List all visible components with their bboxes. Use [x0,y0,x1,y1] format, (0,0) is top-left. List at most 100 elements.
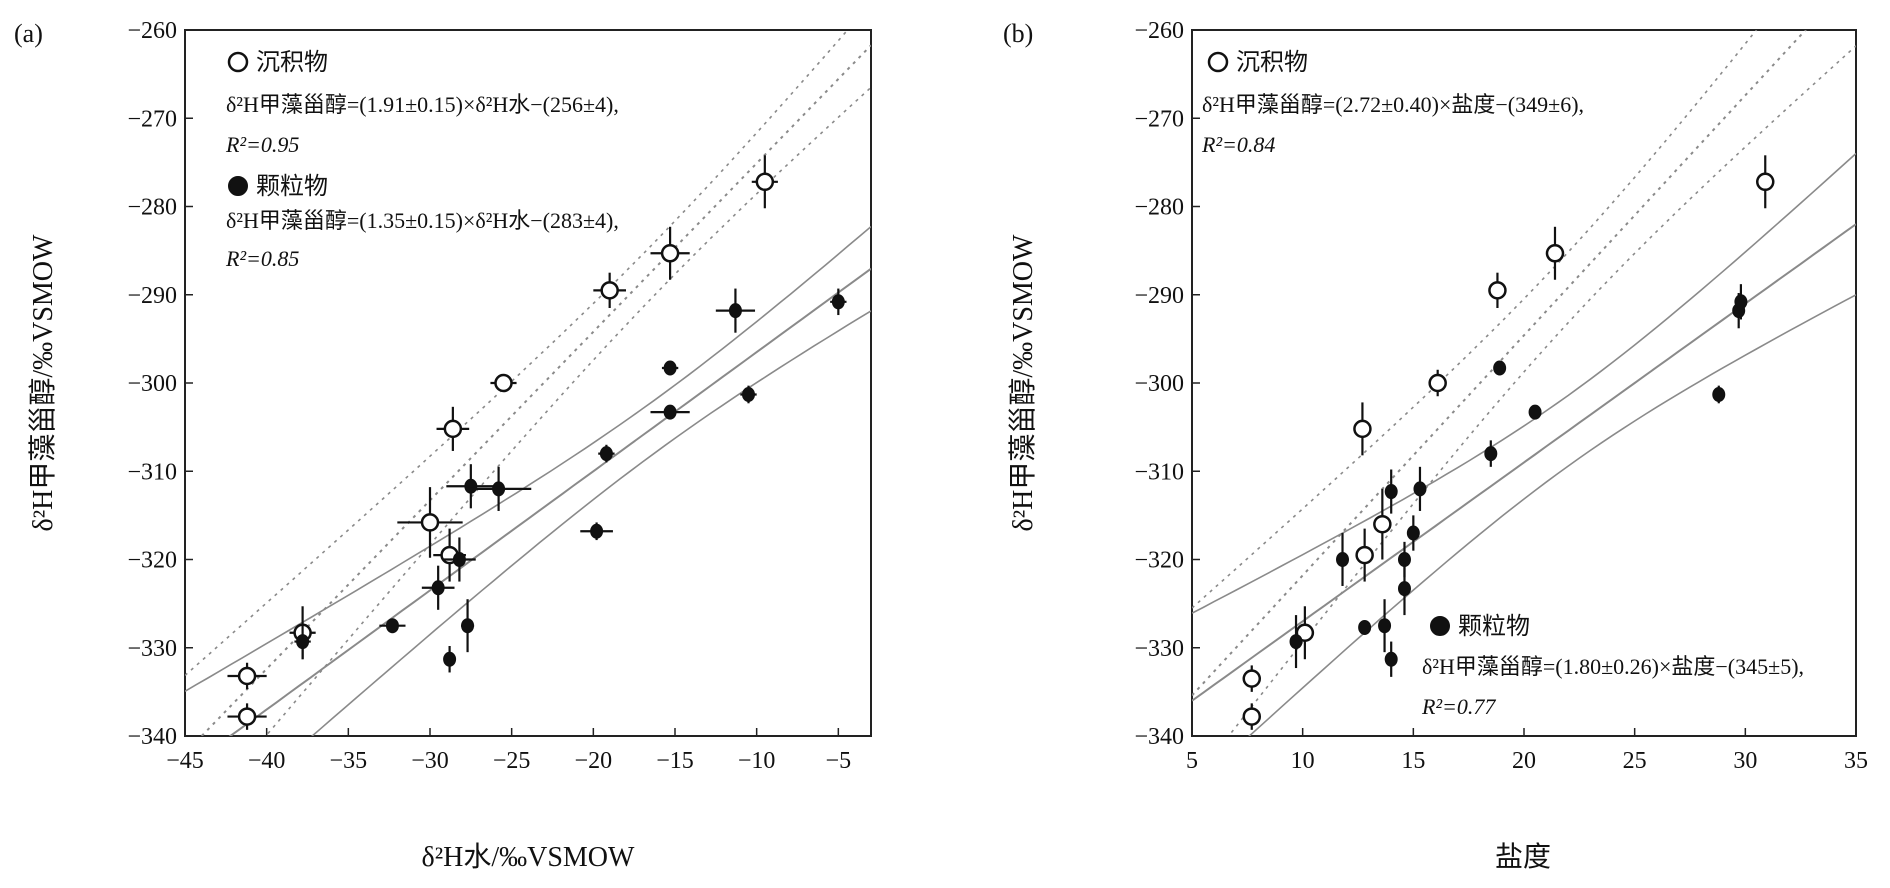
particulate-point [580,522,613,541]
sediment-confidence-lower [264,86,871,736]
particulate-point [830,288,847,316]
y-tick-label: −280 [1134,195,1184,221]
particulate-point [740,385,757,404]
sediment-point [593,272,626,308]
legend-a-particulate-r2: R²=0.85 [225,246,299,271]
panel-b-y-ticks: −260 −270 −280 −290 −300 −310 −320 −330 −340 [1134,18,1200,750]
filled-marker [1528,404,1542,420]
x-tick-label: 10 [1291,748,1315,774]
x-tick-label: 15 [1401,748,1425,774]
panel-b-label: (b) [1003,19,1033,48]
y-tick-label: −310 [1134,459,1184,485]
particulate-point [1358,619,1372,635]
particulate-confidence-lower [310,310,871,736]
y-tick-label: −300 [127,371,177,397]
panel-b-y-axis-label: δ²H甲藻甾醇/‰VSMOW [1007,234,1039,531]
y-tick-label: −320 [127,548,177,574]
y-tick-label: −340 [1134,724,1184,750]
open-marker [600,281,619,300]
open-marker [1355,545,1374,565]
legend-b-sediment-equation: δ²H甲藻甾醇=(2.72±0.40)×盐度−(349±6), [1202,92,1584,117]
open-marker [420,513,440,532]
filled-marker [431,580,445,596]
sediment-point [1545,226,1565,280]
x-tick-label: −30 [411,748,449,774]
panel-b-x-ticks: 5 10 15 20 25 30 35 [1186,728,1868,774]
particulate-confidence-lower [1248,294,1856,736]
sediment-point [397,487,463,558]
y-tick-label: −340 [127,724,177,750]
panel-a-y-axis-label: δ²H甲藻甾醇/‰VSMOW [27,234,59,531]
x-tick-label: 30 [1733,748,1757,774]
particulate-confidence-upper [185,225,871,692]
sediment-point [1373,488,1392,560]
open-marker [660,244,680,263]
particulate-point [1528,404,1542,420]
particulate-point [1384,469,1398,514]
panel-a-y-ticks: −260 −270 −280 −290 −300 −310 −320 −330 −340 [127,18,193,750]
filled-marker [1484,446,1498,462]
open-marker [237,666,257,686]
particulate-point [715,288,756,333]
panel-a: (a) −45 −40 −35 −30 −25 −20 −15 −10 −5 −260−270−… [14,18,872,873]
particulate-point [1712,385,1726,404]
filled-marker [1384,651,1398,667]
panel-a-x-axis-label: δ²H水/‰VSMOW [422,841,635,873]
sediment-point [751,155,778,209]
particulate-point [1289,615,1303,669]
filled-marker [443,651,457,667]
sediment-point [1428,369,1447,397]
panel-a-label: (a) [14,19,43,48]
legend-b-sediment-label: 沉积物 [1236,49,1308,76]
x-tick-label: 20 [1512,748,1536,774]
sediment-point [1353,402,1372,456]
y-tick-label: −290 [1134,283,1184,309]
particulate-confidence-upper [1192,152,1856,614]
particulate-point [1378,599,1392,653]
panel-b-x-axis-label: 盐度 [1495,841,1551,873]
y-tick-label: −260 [1134,18,1184,44]
y-tick-label: −310 [127,459,177,485]
legend-a-sediment-r2: R²=0.95 [225,132,299,157]
filled-marker [663,360,677,376]
filled-marker [492,481,506,497]
particulate-point [446,464,496,509]
y-tick-label: −280 [127,195,177,221]
filled-marker [831,294,845,310]
panel-b: (b) 5 10 15 20 25 30 35 −260 −270 −280 −290 −300 −3… [1003,18,1868,873]
panel-b-points [1242,155,1775,730]
sediment-point [227,703,267,730]
y-tick-label: −330 [127,636,177,662]
filled-marker [385,618,399,634]
sediment-point [1242,665,1262,692]
x-tick-label: −35 [330,748,368,774]
open-marker [443,419,463,439]
legend-open-circle-marker [1207,51,1229,73]
legend-b-particulate-label: 颗粒物 [1458,613,1530,640]
filled-marker [1378,618,1392,634]
filled-marker [1384,484,1398,500]
filled-marker [296,634,310,650]
legend-a-sediment-equation: δ²H甲藻甾醇=(1.91±0.15)×δ²H水−(256±4), [226,92,619,117]
y-tick-label: −330 [1134,636,1184,662]
particulate-point [661,360,679,376]
legend-a-particulate-equation: δ²H甲藻甾醇=(1.35±0.15)×δ²H水−(283±4), [226,208,619,233]
x-tick-label: −15 [656,748,694,774]
filled-marker [1336,552,1350,567]
particulate-point [1384,641,1398,677]
filled-marker [599,446,613,462]
legend-filled-circle-marker [228,176,248,196]
sediment-point [1488,272,1507,308]
filled-marker [1734,294,1748,310]
x-tick-label: −25 [493,748,531,774]
sediment-point [650,226,690,280]
particulate-point [1406,515,1420,551]
filled-marker [464,478,478,494]
open-marker [1353,419,1372,439]
filled-marker [452,552,466,567]
particulate-point [294,623,311,660]
sediment-point [436,406,470,451]
filled-marker [1358,619,1372,635]
sediment-confidence-upper [185,30,849,676]
